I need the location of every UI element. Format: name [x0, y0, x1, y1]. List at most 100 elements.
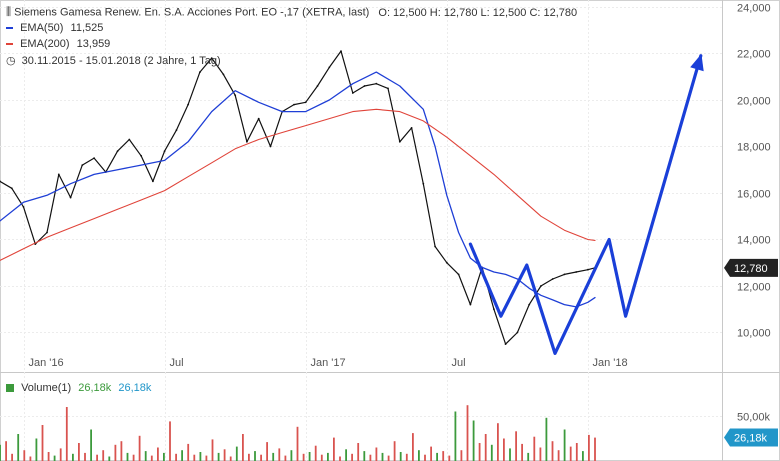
x-tick-label: Jul — [170, 357, 184, 369]
volume-bar — [442, 451, 445, 461]
volume-bar — [460, 450, 463, 461]
price-point — [469, 303, 472, 306]
volume-bar — [266, 442, 268, 461]
price-point — [363, 85, 366, 87]
volume-bar — [114, 444, 117, 461]
volume-bar — [545, 417, 548, 461]
volume-bar — [11, 453, 13, 461]
ema50-series — [0, 71, 596, 308]
price-point — [516, 331, 519, 334]
price-point — [69, 196, 72, 199]
volume-bar — [254, 451, 256, 461]
volume-bar — [497, 423, 499, 461]
volume-bar — [120, 441, 123, 461]
volume-label: Volume(1) — [21, 382, 72, 395]
volume-bar — [284, 455, 287, 461]
x-axis-labels: Jan '16 Jul Jan '17 Jul Jan '18 — [29, 357, 628, 369]
price-point — [304, 101, 307, 104]
volume-bar — [0, 444, 1, 461]
volume-bar — [339, 456, 341, 461]
volume-bar — [575, 443, 578, 461]
volume-bar — [272, 452, 275, 461]
volume-bar — [211, 439, 214, 461]
volume-bar — [41, 425, 44, 461]
volume-bar — [363, 451, 366, 461]
volume-bar — [533, 436, 536, 461]
ema200-swatch — [6, 43, 13, 46]
price-point — [0, 180, 1, 183]
volume-layer: 50,00k — [0, 405, 771, 461]
volume-bar — [242, 434, 244, 461]
volume-bar — [357, 443, 360, 461]
series-layer — [0, 50, 704, 355]
price-point — [457, 273, 460, 276]
volume-bar — [138, 435, 141, 461]
price-point — [316, 85, 319, 87]
volume-bar — [175, 453, 177, 461]
volume-bar — [333, 437, 335, 461]
volume-bar — [369, 454, 372, 461]
last-price-box — [724, 258, 778, 277]
volume-bar — [35, 438, 38, 461]
y-tick-label: 20,000 — [737, 96, 771, 108]
legend-volume-row: Volume(1) 26,18k 26,18k — [6, 382, 151, 394]
price-series — [0, 50, 596, 345]
volume-bar — [205, 455, 208, 461]
volume-bar — [314, 445, 317, 461]
volume-bar — [223, 449, 226, 461]
volume-bar — [150, 455, 153, 461]
price-point — [46, 231, 48, 234]
price-point — [128, 138, 131, 141]
volume-bar — [278, 448, 281, 461]
price-point — [187, 103, 190, 106]
price-point — [351, 92, 354, 94]
volume-bar — [557, 450, 560, 461]
volume-bar — [17, 434, 20, 461]
x-tick-label: Jan '16 — [29, 357, 64, 369]
price-point — [234, 94, 237, 97]
volume-bar — [193, 454, 196, 461]
volume-swatch — [6, 384, 14, 393]
last-volume-text: 26,18k — [734, 432, 768, 444]
price-point — [57, 173, 60, 176]
volume-bar — [217, 452, 220, 461]
volume-bar — [527, 452, 530, 461]
ema50-swatch — [6, 27, 13, 30]
price-point — [563, 273, 566, 276]
volume-bar — [5, 441, 7, 461]
ohlc-values: O: 12,500 H: 12,780 L: 12,500 C: 12,780 — [378, 6, 578, 19]
volume-bar — [327, 452, 329, 461]
legend-ema50-row: EMA(50) 11,525 — [6, 22, 103, 34]
volume-bar — [126, 452, 129, 461]
price-point — [269, 145, 272, 148]
legend-ema200-row: EMA(200) 13,959 — [6, 38, 110, 50]
price-point — [93, 157, 95, 160]
legend-title-row: ⫼ Siemens Gamesa Renew. En. S.A. Accione… — [6, 6, 577, 19]
volume-bar — [375, 447, 378, 461]
volume-bar — [84, 452, 86, 461]
ema50-label: EMA(50) — [20, 22, 64, 35]
volume-bar — [405, 453, 408, 461]
price-point — [175, 129, 178, 132]
volume-bar — [29, 456, 32, 461]
volume-bar — [260, 454, 262, 461]
volume-bar — [132, 454, 135, 461]
volume-bar — [345, 449, 347, 461]
volume-bar — [78, 443, 80, 461]
price-point — [116, 150, 119, 153]
volume-bar — [157, 447, 159, 461]
volume-bar — [351, 453, 353, 461]
volume-bar — [163, 452, 165, 461]
volume-bar — [102, 450, 105, 461]
price-point — [387, 87, 389, 90]
ema200-label: EMA(200) — [20, 38, 70, 51]
volume-bar — [582, 451, 584, 461]
volume-bar — [521, 443, 523, 461]
volume-bar — [412, 433, 414, 461]
y-tick-label: 24,000 — [737, 3, 771, 15]
price-point — [575, 271, 578, 273]
volume-bar — [65, 407, 68, 461]
volume-bar — [229, 456, 232, 461]
x-tick-label: Jul — [452, 357, 466, 369]
